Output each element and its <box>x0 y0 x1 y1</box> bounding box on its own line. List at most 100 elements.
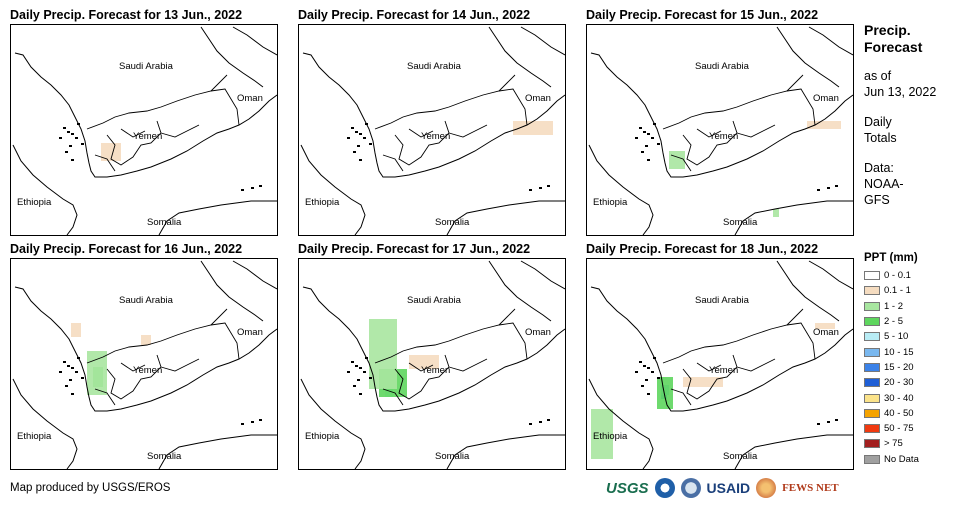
map-frame: Saudi Arabia Oman Yemen Ethiopia Somalia <box>586 258 854 470</box>
admin-boundary <box>394 120 450 166</box>
legend-swatch <box>864 439 880 449</box>
island <box>539 421 542 423</box>
island <box>69 379 72 381</box>
legend-swatch <box>864 362 880 372</box>
coastline <box>808 26 853 56</box>
map-label-saudi: Saudi Arabia <box>119 61 174 72</box>
legend-label: 0 - 0.1 <box>884 270 911 282</box>
precip-area <box>683 377 723 387</box>
island <box>817 189 820 191</box>
precip-area <box>71 323 81 337</box>
coastline <box>488 260 552 322</box>
map-label-oman: Oman <box>237 327 263 338</box>
map-label-somalia: Somalia <box>723 451 758 462</box>
usgs-logo: USGS <box>606 479 649 497</box>
map-svg: Saudi Arabia Oman Yemen Ethiopia Somalia <box>300 26 565 235</box>
map-label-ethiopia: Ethiopia <box>593 431 628 442</box>
coastline <box>158 434 277 469</box>
coastline <box>446 434 565 469</box>
coastline <box>590 52 853 178</box>
island <box>75 137 78 139</box>
island <box>63 127 66 129</box>
island <box>639 361 642 363</box>
island <box>59 371 62 373</box>
admin-boundary <box>498 74 516 92</box>
island <box>365 357 368 359</box>
map-label-somalia: Somalia <box>435 217 470 228</box>
island <box>647 133 650 135</box>
island <box>653 357 656 359</box>
island <box>359 133 362 135</box>
island <box>251 187 254 189</box>
legend-label: 50 - 75 <box>884 423 914 435</box>
map-label-saudi: Saudi Arabia <box>407 295 462 306</box>
island <box>827 187 830 189</box>
admin-boundary <box>682 354 738 400</box>
map-label-somalia: Somalia <box>147 217 182 228</box>
island <box>657 143 660 145</box>
island <box>529 423 532 425</box>
legend-item: 15 - 20 <box>864 360 919 375</box>
map-frame: Saudi Arabia Oman Yemen Ethiopia Somalia <box>298 258 566 470</box>
legend-swatch <box>864 424 880 434</box>
fews-net-logo: FEWS NET <box>782 482 839 494</box>
map-label-yemen: Yemen <box>421 131 450 142</box>
map-frame: Saudi Arabia Oman Yemen Ethiopia Somalia <box>298 24 566 236</box>
island <box>529 189 532 191</box>
legend-item: 20 - 30 <box>864 375 919 390</box>
island <box>259 185 262 187</box>
admin-boundary <box>408 362 434 372</box>
legend-swatch <box>864 317 880 327</box>
map-label-ethiopia: Ethiopia <box>17 197 52 208</box>
admin-boundary <box>106 354 162 400</box>
island <box>59 137 62 139</box>
coastline <box>520 26 565 56</box>
admin-boundary <box>408 128 434 138</box>
coastline <box>776 260 840 322</box>
precip-area <box>773 209 779 217</box>
legend-label: 40 - 50 <box>884 407 914 419</box>
usaid-logo: USAID <box>706 480 751 496</box>
admin-boundary <box>382 388 404 406</box>
island <box>347 137 350 139</box>
island <box>81 377 84 379</box>
panel-title: Daily Precip. Forecast for 18 Jun., 2022 <box>586 242 819 256</box>
legend-item: 50 - 75 <box>864 421 919 436</box>
legend-item: 10 - 15 <box>864 344 919 359</box>
precip-area <box>513 121 553 135</box>
island <box>647 159 650 161</box>
coastline <box>520 260 565 290</box>
island <box>359 393 362 395</box>
admin-boundary <box>736 124 776 138</box>
coastline <box>302 52 565 178</box>
island <box>65 385 68 387</box>
map-label-ethiopia: Ethiopia <box>305 431 340 442</box>
admin-boundary <box>696 362 722 372</box>
island <box>827 421 830 423</box>
legend-label: 10 - 15 <box>884 346 914 358</box>
data-source-line2: NOAA- <box>864 177 904 191</box>
usda-seal-icon <box>680 478 701 498</box>
map-label-ethiopia: Ethiopia <box>593 197 628 208</box>
legend-swatch <box>864 378 880 388</box>
island <box>71 159 74 161</box>
map-frame: Saudi Arabia Oman Yemen Ethiopia Somalia <box>10 24 278 236</box>
island <box>835 419 838 421</box>
data-source-line3: GFS <box>864 193 890 207</box>
island <box>355 365 358 367</box>
legend-label: > 75 <box>884 438 903 450</box>
island <box>639 127 642 129</box>
map-frame: Saudi Arabia Oman Yemen Ethiopia Somalia <box>10 258 278 470</box>
legend-item: 40 - 50 <box>864 406 919 421</box>
coastline <box>588 144 654 235</box>
panel-title: Daily Precip. Forecast for 17 Jun., 2022 <box>298 242 531 256</box>
coastline <box>808 260 853 290</box>
legend-swatch <box>864 408 880 418</box>
coastline <box>14 52 277 178</box>
coastline <box>776 26 840 88</box>
island <box>347 371 350 373</box>
admin-boundary <box>448 124 488 138</box>
legend-item: 1 - 2 <box>864 299 919 314</box>
map-label-oman: Oman <box>813 93 839 104</box>
admin-boundary <box>120 362 146 372</box>
